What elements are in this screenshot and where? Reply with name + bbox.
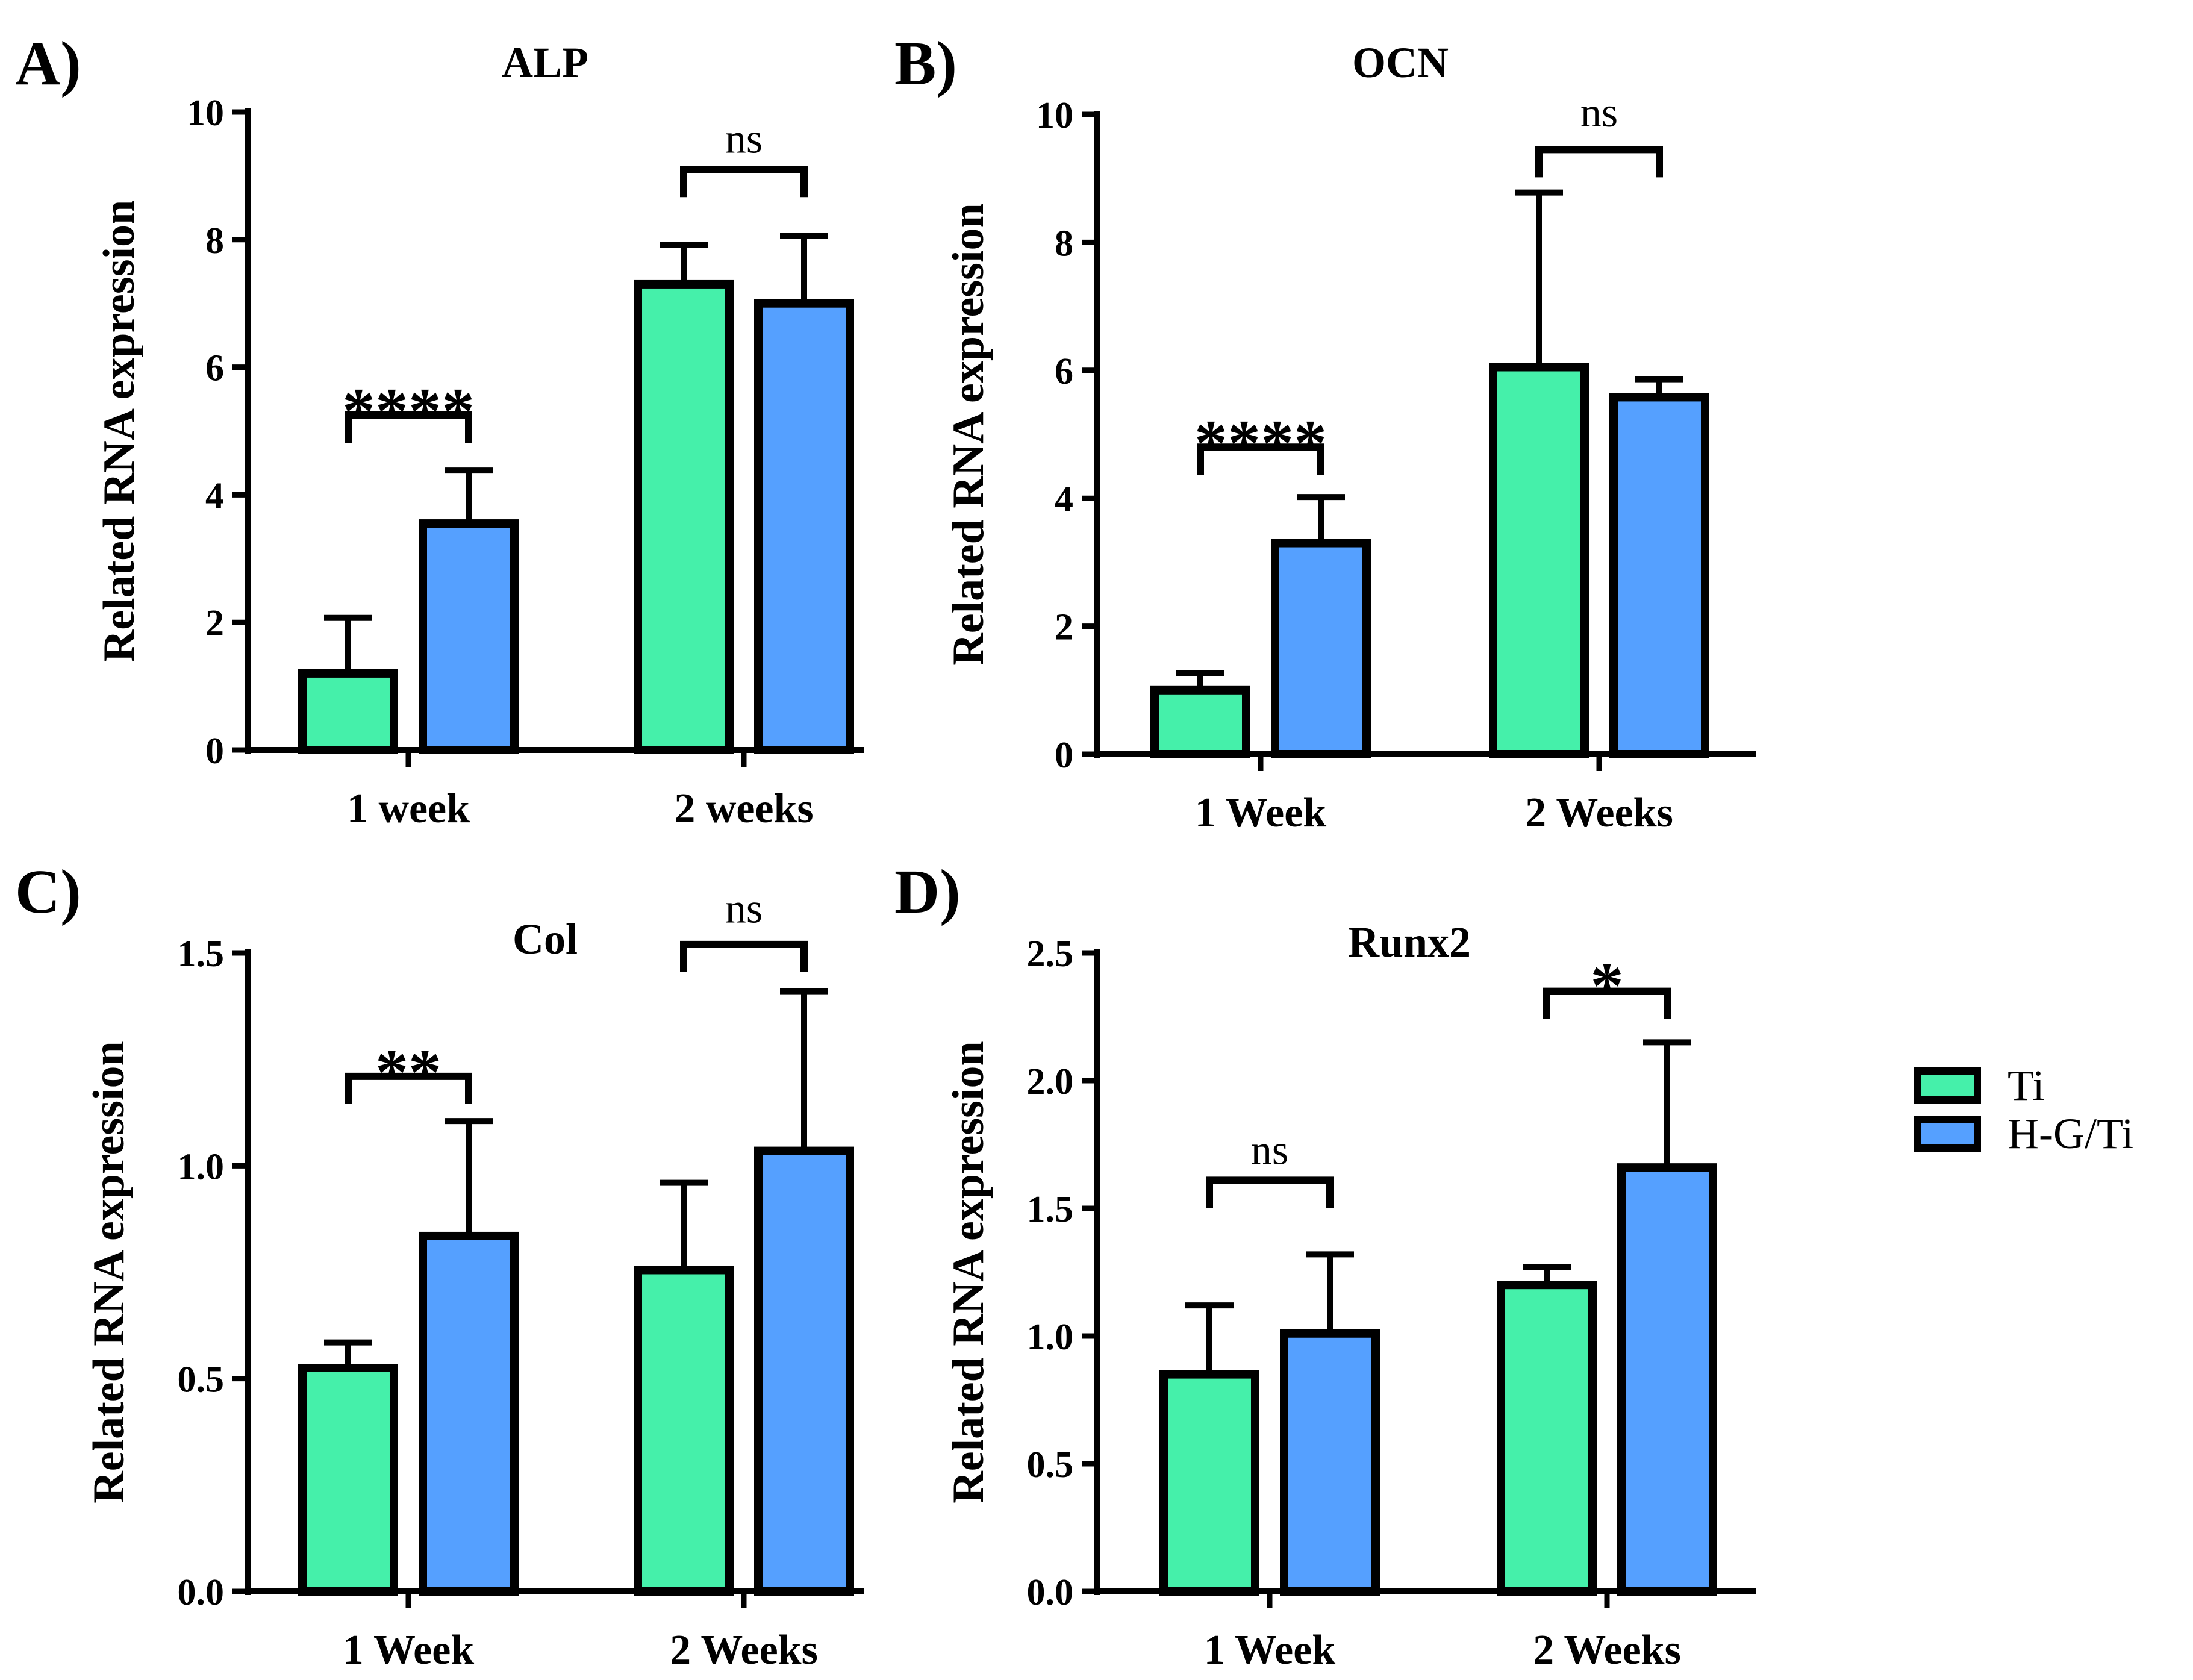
bar [754,1146,854,1596]
legend-label: H-G/Ti [2007,1110,2133,1158]
y-tick-label: 4 [205,475,224,516]
y-tick-label: 6 [205,348,224,389]
y-axis-label: Related RNA expression [944,203,993,665]
chart-title: Col [513,915,578,963]
y-axis-label: Related RNA expression [944,1041,993,1503]
significance-bracket [1206,1176,1334,1208]
x-tick-label: 1 Week [1204,1627,1336,1673]
chart-title: OCN [1352,39,1449,87]
significance-label: ns [725,885,763,932]
x-tick-label: 1 Week [343,1627,475,1673]
significance-label: **** [1194,406,1327,479]
y-tick-label: 10 [187,93,224,134]
y-tick-label: 10 [1036,95,1073,136]
bar [634,279,734,754]
legend-label: Ti [2007,1061,2044,1110]
y-tick-label: 0.5 [1027,1444,1074,1485]
significance-bracket [1197,443,1324,475]
legend-swatch [1914,1067,1981,1104]
panel-letter: D) [894,857,961,926]
chart-panel-ocn: B) OCN Related RNA expression 0 2 4 6 8 10 1 Week… [894,29,1756,836]
bar [1159,1370,1259,1596]
significance-bracket [345,411,472,443]
x-tick-label: 2 weeks [674,785,813,832]
y-tick-label: 1.0 [1027,1317,1074,1358]
y-tick-label: 6 [1055,351,1073,392]
chart-panel-runx2: D) Runx2 Related RNA expression 0.0 0.5 1.0 1.… [894,857,1756,1673]
x-tick-label: 1 Week [1195,790,1327,836]
panel-letter: A) [15,29,81,98]
y-tick-label: 4 [1055,479,1073,520]
y-tick-label: 0 [1055,735,1073,776]
x-tick-label: 2 Weeks [670,1627,818,1673]
significance-bracket [1543,987,1671,1019]
y-tick-label: 1.5 [178,934,225,975]
significance-label: ** [375,1035,441,1109]
bar [1271,539,1371,758]
y-axis-label: Related RNA expression [84,1041,134,1503]
x-tick-label: 1 week [347,785,470,832]
bar [634,1266,734,1596]
legend-swatch [1914,1116,1981,1152]
y-axis-label: Related RNA expression [95,200,144,662]
panel-letter: C) [15,857,81,926]
y-tick-label: 1.5 [1027,1189,1074,1230]
significance-label: * [1591,949,1624,1023]
chart-title: ALP [502,39,588,87]
bar [419,1231,519,1596]
legend: TiH-G/Ti [1914,1061,2133,1158]
y-tick-label: 2 [205,603,224,644]
y-tick-label: 8 [205,220,224,261]
bar [298,669,398,755]
bar [419,519,519,754]
y-tick-label: 1.0 [178,1146,225,1187]
y-tick-label: 2.5 [1027,934,1074,975]
y-tick-label: 0.0 [1027,1572,1074,1613]
significance-label: ns [1251,1128,1288,1174]
bar [1617,1163,1717,1596]
y-tick-label: 0 [205,731,224,772]
panel-letter: B) [894,29,957,98]
x-tick-label: 2 Weeks [1525,790,1673,836]
chart-title: Runx2 [1348,918,1471,966]
chart-panel-col: C) Col Related RNA expression 0.0 0.5 1.0 1.5 1… [15,857,864,1673]
chart-panels: A) ALP Related RNA expression 0 2 4 6 8 10 1 week… [15,29,1756,1673]
bar [1150,685,1250,759]
y-tick-label: 8 [1055,223,1073,264]
significance-label: **** [342,374,475,448]
y-tick-label: 0.0 [178,1572,225,1613]
bar [1280,1329,1380,1596]
bar [1489,363,1589,758]
significance-bracket [345,1072,472,1104]
bar [298,1364,398,1596]
significance-label: ns [725,116,763,163]
bar [1497,1281,1597,1596]
significance-label: ns [1580,90,1618,136]
x-tick-label: 2 Weeks [1533,1627,1681,1673]
bar [754,299,854,754]
significance-bracket [680,940,808,972]
y-tick-label: 0.5 [178,1360,225,1401]
y-tick-label: 2 [1055,607,1073,648]
significance-bracket [680,166,808,198]
bar [1609,393,1709,758]
chart-panel-alp: A) ALP Related RNA expression 0 2 4 6 8 10 1 week… [15,29,864,832]
y-tick-label: 2.0 [1027,1061,1074,1102]
significance-bracket [1535,146,1663,178]
